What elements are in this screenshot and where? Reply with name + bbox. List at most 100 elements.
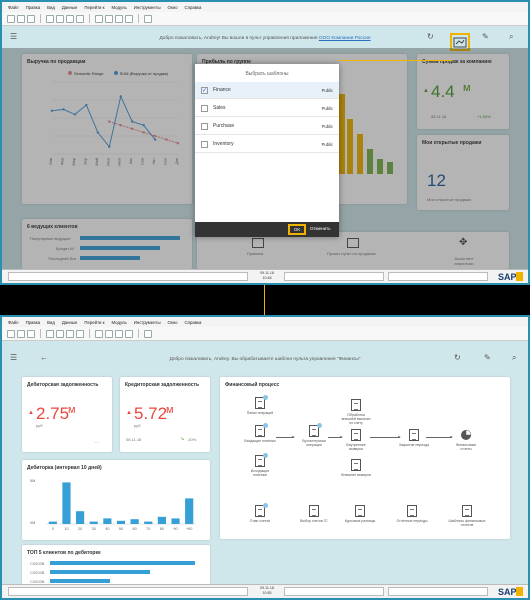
toolbar-layout-button[interactable]: [95, 329, 103, 338]
checkbox-checked-icon[interactable]: ✓: [201, 86, 208, 94]
toolbar-print-button[interactable]: [7, 14, 15, 23]
quick-link-label[interactable]: Проект пункт на продажах: [327, 251, 376, 256]
toolbar-prev-button[interactable]: [56, 14, 64, 23]
menu-goto[interactable]: Перейти к: [84, 319, 105, 325]
process-node-operation-folders[interactable]: Папки операций: [244, 395, 276, 415]
template-row-inventory[interactable]: Inventory Public: [195, 136, 339, 153]
x-tick-label: 60: [133, 527, 137, 531]
quick-link-label[interactable]: Правила: [247, 251, 264, 256]
checkbox-icon[interactable]: [201, 122, 208, 130]
quick-links-card: Правила Проект пункт на продажах ✥ Ассис…: [197, 232, 509, 269]
process-node-exchange-differences[interactable]: Курсовые разницы: [344, 505, 376, 523]
toolbar-print-button[interactable]: [7, 329, 15, 338]
checkbox-icon[interactable]: [201, 140, 208, 148]
process-node-incoming-payments[interactable]: Входящие платежи: [244, 423, 276, 443]
menu-data[interactable]: Данные: [61, 319, 78, 325]
template-row-finance[interactable]: ✓ Finance Public: [195, 82, 339, 99]
toolbar-search-button[interactable]: [27, 329, 35, 338]
process-node-gl-account-selection[interactable]: Выбор счетов ГС: [298, 505, 330, 523]
menu-window[interactable]: Окно: [167, 319, 178, 325]
refresh-icon[interactable]: ↻: [427, 32, 434, 41]
toolbar-help-button[interactable]: [144, 329, 152, 338]
toolbar-last-button[interactable]: [76, 14, 84, 23]
client-bar: [80, 246, 160, 250]
menu-tools[interactable]: Инструменты: [133, 4, 161, 10]
menu-view[interactable]: Вид: [47, 4, 55, 10]
hamburger-menu-icon[interactable]: ☰: [10, 32, 18, 41]
toolbar-next-button[interactable]: [66, 329, 74, 338]
hamburger-menu-icon[interactable]: ☰: [10, 353, 18, 362]
company-link[interactable]: ООО Компании Россия: [318, 35, 371, 41]
process-node-chart-of-accounts[interactable]: План счетов: [244, 503, 276, 523]
toolbar-filter-button[interactable]: [105, 14, 113, 23]
toolbar-prev-button[interactable]: [56, 329, 64, 338]
toolbar-last-button[interactable]: [76, 329, 84, 338]
project-icon[interactable]: [347, 238, 359, 248]
client-bar: [50, 579, 110, 583]
cancel-button[interactable]: Отменить: [310, 226, 331, 231]
data-point: [96, 131, 100, 134]
toolbar-search-button[interactable]: [27, 14, 35, 23]
toolbar-first-button[interactable]: [46, 14, 54, 23]
template-row-sales[interactable]: Sales Public: [195, 100, 339, 117]
folder-doc-icon: [255, 397, 265, 409]
toolbar-preview-button[interactable]: [17, 14, 25, 23]
menu-file[interactable]: Файл: [8, 4, 19, 10]
toolbar-sort-button[interactable]: [115, 14, 123, 23]
quick-link-label[interactable]: Ассистент аналитики: [454, 256, 474, 266]
menu-data[interactable]: Данные: [61, 4, 78, 10]
edit-pencil-icon[interactable]: ✎: [484, 353, 491, 362]
menu-edit[interactable]: Правка: [25, 4, 41, 10]
dashboard-template-icon[interactable]: [453, 36, 467, 48]
refresh-icon[interactable]: ↻: [454, 353, 461, 362]
template-name: Inventory: [213, 141, 234, 147]
checkbox-icon[interactable]: [201, 104, 208, 112]
menu-module[interactable]: Модуль: [111, 4, 127, 10]
reconcile-doc-icon: [351, 429, 361, 441]
process-node-accounting-operation[interactable]: Бухгалтерская операция: [298, 423, 330, 447]
process-node-outgoing-payments[interactable]: Исходящие платежи: [244, 453, 276, 477]
toolbar-filter-button[interactable]: [105, 329, 113, 338]
menu-module[interactable]: Модуль: [111, 319, 127, 325]
toolbar-settings-button[interactable]: [125, 14, 133, 23]
x-tick-label: Ноя: [164, 158, 168, 165]
x-tick-label: Мар: [72, 158, 76, 165]
process-node-external-reconciliation[interactable]: Внешние выверки: [340, 459, 372, 477]
toolbar-preview-button[interactable]: [17, 329, 25, 338]
process-node-internal-reconciliation[interactable]: Внутренние выверки: [340, 429, 372, 451]
edit-pencil-icon[interactable]: ✎: [482, 32, 489, 41]
menu-file[interactable]: Файл: [8, 319, 19, 325]
process-node-bank-statement[interactable]: Обработка внешней выписки по счету: [340, 399, 372, 425]
menu-window[interactable]: Окно: [167, 4, 178, 10]
toolbar-layout-button[interactable]: [95, 14, 103, 23]
search-icon[interactable]: ⌕: [512, 353, 517, 362]
kpi-currency: руб: [36, 423, 43, 428]
toolbar-help-button[interactable]: [144, 14, 152, 23]
analytics-assistant-icon[interactable]: ✥: [459, 237, 468, 248]
back-arrow-icon[interactable]: ←: [40, 353, 48, 362]
card-title: Прибыль по группе: [202, 59, 251, 65]
callout-line: [339, 60, 452, 61]
search-icon[interactable]: ⌕: [509, 32, 514, 41]
process-node-period-closing[interactable]: Закрытие периода: [398, 429, 430, 447]
toolbar-next-button[interactable]: [66, 14, 74, 23]
transition-line: [264, 285, 265, 315]
ok-button[interactable]: OK: [288, 224, 306, 235]
menu-help[interactable]: Справка: [184, 4, 202, 10]
toolbar-first-button[interactable]: [46, 329, 54, 338]
toolbar-settings-button[interactable]: [125, 329, 133, 338]
process-node-report-templates[interactable]: Шаблоны финансовых отчетов: [446, 505, 488, 527]
select-templates-dialog: Выбрать шаблоны ✓ Finance Public Sales P…: [195, 64, 339, 237]
process-node-financial-reports[interactable]: Финансовые отчеты: [450, 429, 482, 451]
kpi-currency: руб: [134, 423, 141, 428]
menu-help[interactable]: Справка: [184, 319, 202, 325]
rules-icon[interactable]: [252, 238, 264, 248]
menu-edit[interactable]: Правка: [25, 319, 41, 325]
process-node-reporting-periods[interactable]: Отчетные периоды: [396, 505, 428, 523]
menu-view[interactable]: Вид: [47, 319, 55, 325]
menu-goto[interactable]: Перейти к: [84, 4, 105, 10]
toolbar-sort-button[interactable]: [115, 329, 123, 338]
menu-tools[interactable]: Инструменты: [133, 319, 161, 325]
template-row-purchase[interactable]: Purchase Public: [195, 118, 339, 135]
data-point: [108, 145, 111, 148]
